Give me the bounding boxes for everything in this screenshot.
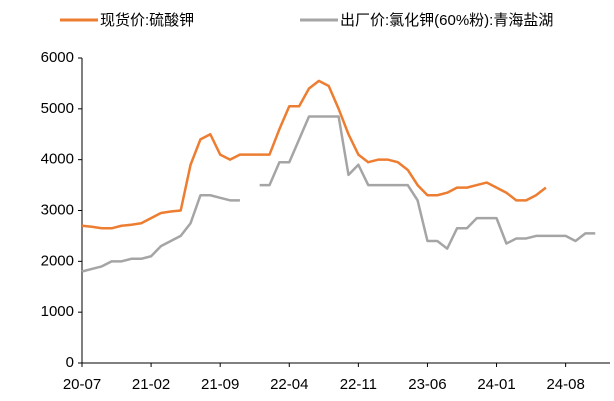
x-tick-label: 20-07 xyxy=(63,376,101,393)
legend-label: 现货价:硫酸钾 xyxy=(100,12,194,29)
legend-label: 出厂价:氯化钾(60%粉):青海盐湖 xyxy=(340,12,553,29)
x-tick-label: 23-06 xyxy=(408,376,446,393)
x-tick-label: 24-08 xyxy=(546,376,584,393)
series-line xyxy=(81,115,596,273)
y-tick-label: 5000 xyxy=(41,100,74,117)
y-tick-label: 4000 xyxy=(41,151,74,168)
x-tick-label: 21-09 xyxy=(201,376,239,393)
y-tick-label: 2000 xyxy=(41,252,74,269)
x-tick-label: 24-01 xyxy=(477,376,515,393)
x-tick-label: 22-11 xyxy=(340,376,377,393)
y-tick-label: 0 xyxy=(66,354,74,371)
series-line xyxy=(81,79,547,230)
x-tick-label: 22-04 xyxy=(270,376,308,393)
y-tick-label: 3000 xyxy=(41,201,74,218)
y-tick-label: 1000 xyxy=(41,303,74,320)
y-tick-label: 6000 xyxy=(41,49,74,66)
x-tick-label: 21-02 xyxy=(132,376,170,393)
